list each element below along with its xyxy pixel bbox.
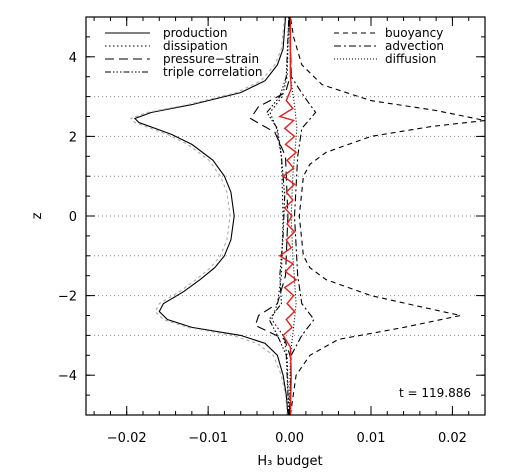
x-tick-label: 0.02 [438, 431, 467, 446]
series-diffusion [289, 16, 298, 416]
legend-label-triple-correlation: triple correlation [163, 65, 263, 79]
plot-frame [85, 16, 486, 416]
series-pressure-strain [249, 16, 292, 416]
axis-ticks: −0.02 −0.01 0.00 0.01 0.02 −4 −2 0 2 4 [58, 17, 486, 446]
reference-lines [86, 96, 485, 336]
series-layer [129, 16, 486, 416]
y-tick-label: −2 [58, 290, 77, 305]
series-production-earlier [129, 16, 288, 416]
series-buoyancy [289, 16, 486, 416]
series-advection [289, 16, 317, 416]
y-tick-label: −4 [58, 369, 77, 384]
y-tick-label: 4 [69, 51, 77, 66]
x-tick-label: −0.02 [107, 431, 147, 446]
time-annotation: t = 119.886 [399, 386, 471, 400]
legend-label-diffusion: diffusion [385, 52, 436, 66]
y-axis-title: z [30, 212, 45, 219]
x-tick-label: −0.01 [188, 431, 228, 446]
series-production [133, 16, 289, 416]
series-residual [278, 17, 298, 416]
legend-label-advection: advection [385, 39, 444, 53]
legend-label-buoyancy: buoyancy [385, 26, 443, 40]
x-tick-label: 0.01 [357, 431, 386, 446]
legend: productiondissipationpressure−straintrip… [105, 26, 444, 79]
series-triple-correlation [266, 16, 290, 416]
legend-label-pressure-strain: pressure−strain [163, 52, 259, 66]
y-tick-label: 0 [69, 210, 77, 225]
x-tick-label: 0.00 [275, 431, 304, 446]
legend-label-dissipation: dissipation [163, 39, 228, 53]
y-tick-label: 2 [69, 130, 77, 145]
x-axis-title: H₃ budget [257, 454, 322, 469]
legend-label-production: production [163, 26, 227, 40]
